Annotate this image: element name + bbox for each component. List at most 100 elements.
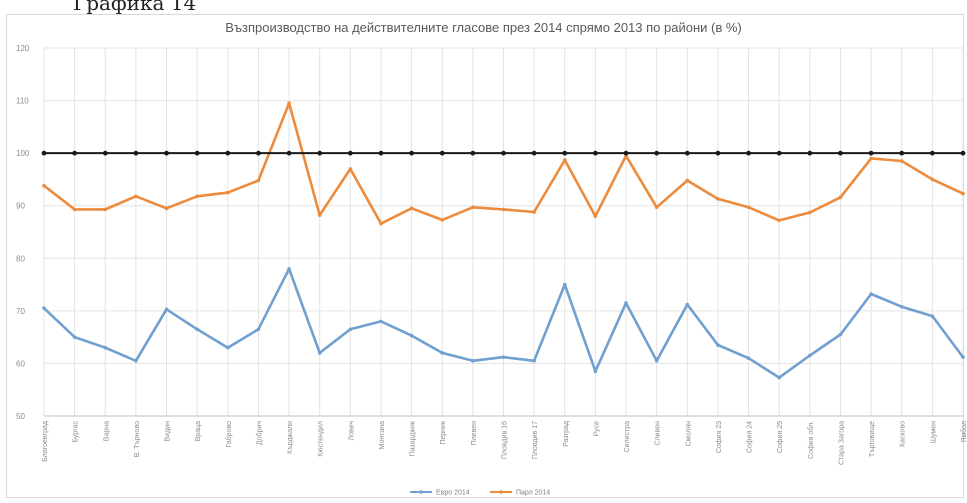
x-tick-label: Разград xyxy=(563,421,570,447)
y-tick-label: 90 xyxy=(16,202,25,211)
x-tick-label: Търговище xyxy=(869,421,876,457)
data-point xyxy=(195,327,199,332)
data-point xyxy=(808,353,812,358)
figure-caption: Графика 14 xyxy=(73,0,197,15)
x-tick-label: София 25 xyxy=(777,421,784,453)
data-point xyxy=(226,345,230,350)
data-point xyxy=(133,150,139,156)
data-point xyxy=(899,304,904,309)
data-point xyxy=(409,333,414,338)
data-point xyxy=(226,190,230,195)
data-point xyxy=(746,150,751,156)
data-point xyxy=(838,150,843,156)
data-point xyxy=(777,375,781,380)
data-point xyxy=(531,150,537,156)
data-point xyxy=(286,150,292,156)
data-point xyxy=(501,355,506,359)
y-tick-label: 80 xyxy=(16,254,25,263)
data-point xyxy=(440,351,445,355)
data-point xyxy=(42,183,46,188)
data-point xyxy=(930,314,935,318)
x-tick-label: София 24 xyxy=(747,421,754,453)
data-point xyxy=(194,150,200,156)
data-point xyxy=(317,213,322,217)
data-point xyxy=(347,150,353,156)
data-point xyxy=(471,205,475,210)
x-tick-label: Смолян xyxy=(685,421,692,446)
x-tick-label: Ловеч xyxy=(348,421,355,441)
data-point xyxy=(961,355,965,359)
x-tick-label: Видин xyxy=(165,421,172,442)
x-tick-label: Хасково xyxy=(900,421,907,448)
data-point xyxy=(164,150,169,156)
data-point xyxy=(103,207,108,212)
data-point xyxy=(930,177,935,182)
data-point xyxy=(746,356,751,360)
data-point xyxy=(685,178,690,183)
data-point xyxy=(134,359,138,363)
x-tick-label: Стара Загора xyxy=(838,421,845,465)
legend-marker xyxy=(499,490,503,494)
data-point xyxy=(409,150,414,156)
x-tick-label: Ямбол xyxy=(960,421,967,443)
data-point xyxy=(348,167,353,171)
data-point xyxy=(715,150,721,156)
data-point xyxy=(256,150,261,156)
data-point xyxy=(869,156,873,161)
data-point xyxy=(593,150,598,156)
data-point xyxy=(348,327,353,332)
data-point xyxy=(868,150,874,156)
x-tick-label: Сливен xyxy=(655,421,662,446)
x-tick-label: В. Търново xyxy=(134,421,141,458)
data-point xyxy=(195,194,199,199)
data-point xyxy=(102,150,108,156)
data-point xyxy=(287,267,291,271)
y-tick-label: 110 xyxy=(16,97,29,106)
x-tick-label: Монтана xyxy=(379,421,386,450)
x-tick-label: Габрово xyxy=(225,421,233,448)
data-point xyxy=(440,218,445,222)
data-point xyxy=(470,150,476,156)
data-point xyxy=(256,178,261,183)
x-tick-label: Бургас xyxy=(73,421,80,443)
data-point xyxy=(225,150,231,156)
data-point xyxy=(164,307,169,312)
data-point xyxy=(72,207,77,212)
data-point xyxy=(501,207,506,212)
y-tick-label: 50 xyxy=(16,412,25,421)
data-point xyxy=(317,150,323,156)
data-point xyxy=(439,150,445,156)
x-tick-label: Силистра xyxy=(624,421,631,453)
data-point xyxy=(961,191,965,196)
data-point xyxy=(562,150,568,156)
data-point xyxy=(684,150,690,156)
data-point xyxy=(501,150,506,156)
y-tick-label: 120 xyxy=(16,44,30,53)
data-point xyxy=(317,351,322,355)
data-point xyxy=(777,218,781,223)
data-point xyxy=(807,150,813,156)
data-point xyxy=(379,319,383,324)
data-point xyxy=(808,210,812,215)
data-point xyxy=(716,197,720,201)
data-point xyxy=(134,194,138,199)
x-tick-label: Шумен xyxy=(930,421,937,444)
data-point xyxy=(776,150,782,156)
data-point xyxy=(164,206,169,211)
data-point xyxy=(562,158,567,162)
x-tick-label: Благоевград xyxy=(42,421,49,462)
x-tick-label: Пловдив 17 xyxy=(532,421,539,459)
data-point xyxy=(654,205,659,210)
data-point xyxy=(869,292,873,296)
data-point xyxy=(624,301,628,305)
data-point xyxy=(899,150,905,156)
x-tick-label: Русе xyxy=(593,421,600,437)
legend-label: Парл 2014 xyxy=(516,490,550,497)
data-point xyxy=(716,343,720,347)
data-point xyxy=(256,327,261,332)
data-point xyxy=(532,210,536,214)
data-point xyxy=(654,359,659,363)
data-point xyxy=(960,150,966,156)
